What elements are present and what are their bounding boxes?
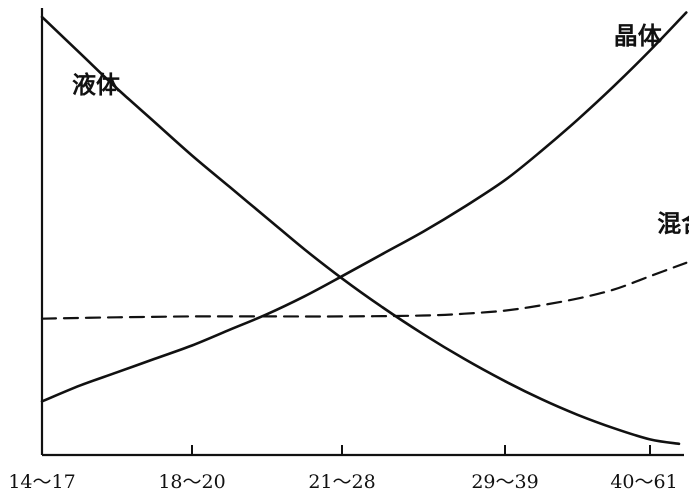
x-tick-label: 21～28 <box>308 471 375 493</box>
series-line-1 <box>40 11 688 403</box>
x-tick-label: 29～39 <box>471 471 538 493</box>
series-lines <box>40 11 688 446</box>
series-label-1: 晶体 <box>614 22 663 50</box>
series-label-2: 混合 <box>657 210 689 238</box>
x-tick-label: 18～20 <box>158 471 225 493</box>
x-tick-label: 14～17 <box>8 471 75 493</box>
x-tick-label: 40～61 <box>610 471 677 493</box>
series-line-0 <box>40 15 681 446</box>
x-axis-ticks: 14～17 18～20 21～28 29～39 40～61 <box>8 445 678 493</box>
series-labels: 液体 晶体混合 <box>72 22 689 238</box>
series-label-0: 液体 <box>72 71 121 99</box>
series-line-2 <box>40 261 688 320</box>
